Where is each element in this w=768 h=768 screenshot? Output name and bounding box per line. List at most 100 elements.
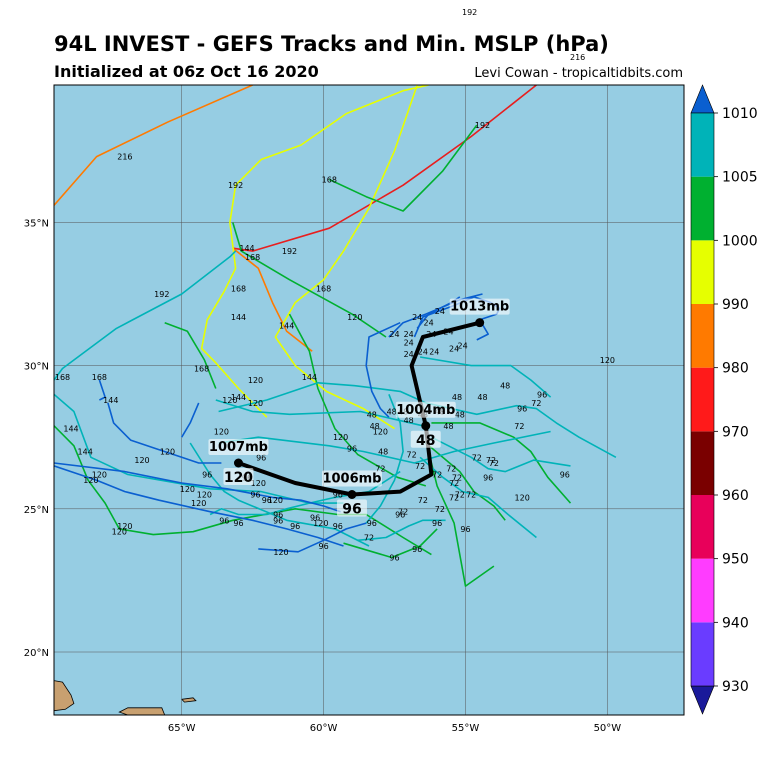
member-track — [365, 365, 390, 418]
lon-tick-label: 50°W — [594, 723, 622, 734]
lat-tick-label: 30°N — [24, 362, 49, 373]
forecast-hour-label: 72 — [449, 493, 459, 502]
forecast-hour-label: 96 — [347, 445, 357, 454]
colorbar-tick-label: 940 — [722, 615, 749, 631]
pressure-label: 1007mb — [209, 440, 268, 455]
member-track — [427, 451, 495, 587]
forecast-hour-label: 48 — [387, 408, 397, 417]
forecast-hour-label: 120 — [251, 479, 266, 488]
colorbar-segment — [691, 495, 714, 559]
forecast-hour-label: 48 — [404, 416, 414, 425]
forecast-hour-label: 120 — [273, 548, 288, 557]
colorbar-tick-label: 960 — [722, 488, 749, 504]
forecast-hour-label: 96 — [262, 496, 272, 505]
forecast-hour-label: 48 — [452, 393, 462, 402]
forecast-hour-label: 96 — [333, 491, 343, 500]
forecast-hour-label: 120 — [117, 522, 132, 531]
forecast-hour-label: 120 — [373, 428, 388, 437]
forecast-hour-label: 216 — [117, 153, 132, 162]
colorbar-tick-label: 1005 — [722, 170, 758, 186]
mean-track-point — [475, 318, 485, 328]
ocean-background — [54, 85, 684, 715]
forecast-hour-label: 96 — [273, 511, 283, 520]
forecast-hour-label: 96 — [432, 519, 442, 528]
credit-text: Levi Cowan - tropicaltidbits.com — [474, 66, 683, 81]
forecast-hour-label: 48 — [477, 393, 487, 402]
pressure-label: 1006mb — [322, 472, 381, 487]
colorbar-tick-label: 970 — [722, 424, 749, 440]
gridlines — [54, 85, 684, 715]
forecast-hour-label: 144 — [302, 373, 317, 382]
land-layer — [54, 680, 197, 715]
forecast-hour-label: 168 — [55, 373, 70, 382]
forecast-hour-label: 72 — [455, 491, 465, 500]
forecast-hour-label: 72 — [452, 473, 462, 482]
member-track — [425, 442, 506, 521]
member-track — [365, 321, 401, 366]
map-subtitle: Initialized at 06z Oct 16 2020 — [54, 62, 319, 81]
forecast-hour-label: 120 — [248, 376, 263, 385]
forecast-hour-label: 96 — [367, 519, 377, 528]
member-track — [218, 381, 427, 413]
forecast-hour-label: 120 — [248, 399, 263, 408]
member-track — [357, 519, 446, 542]
forecast-hour-label: 96 — [395, 511, 405, 520]
forecast-hour-label: 96 — [202, 471, 212, 480]
mean-hour-label: 120 — [224, 470, 253, 486]
forecast-hour-label: 120 — [313, 519, 328, 528]
forecast-hour-label: 72 — [418, 496, 428, 505]
forecast-hour-label: 72 — [472, 453, 482, 462]
member-track — [232, 247, 313, 352]
forecast-hour-label: 168 — [231, 284, 246, 293]
forecast-hour-label: 192 — [228, 181, 243, 190]
mean-hour-label: 96 — [342, 502, 361, 518]
forecast-hour-label: 72 — [531, 399, 541, 408]
member-track — [365, 394, 404, 524]
forecast-hour-label: 48 — [378, 448, 388, 457]
mean-track-point — [233, 458, 243, 468]
lat-tick-label: 20°N — [24, 648, 49, 659]
hour-label-box — [410, 430, 441, 448]
member-track — [232, 85, 537, 252]
member-track — [98, 379, 106, 401]
forecast-hour-label: 144 — [103, 396, 118, 405]
forecast-hour-label: 96 — [250, 491, 260, 500]
forecast-hour-label: 24 — [389, 330, 399, 339]
member-track — [328, 124, 478, 212]
colorbar-tick-label: 950 — [722, 552, 749, 568]
member-track — [419, 456, 537, 539]
forecast-hour-label: 72 — [489, 459, 499, 468]
forecast-hour-label: 120 — [180, 485, 195, 494]
colorbar-segment — [691, 240, 714, 304]
forecast-hour-label: 120 — [333, 433, 348, 442]
mean-track-line — [237, 320, 481, 497]
forecast-hour-label: 96 — [319, 542, 329, 551]
member-track — [274, 85, 418, 430]
land-puerto-rico — [118, 707, 166, 715]
forecast-hour-label: 192 — [475, 121, 490, 130]
map-title: 94L INVEST - GEFS Tracks and Min. MSLP (… — [54, 32, 609, 56]
land-virgin-islands — [180, 697, 197, 703]
forecast-hour-label: 72 — [398, 508, 408, 517]
member-track — [54, 393, 344, 504]
forecast-hour-label: 96 — [219, 516, 229, 525]
member-track — [107, 402, 222, 464]
stray-hour-label: 192 — [462, 8, 478, 17]
lon-tick-label: 65°W — [168, 723, 196, 734]
forecast-hour-label: 168 — [245, 253, 260, 262]
mean-hour-label: 48 — [416, 433, 435, 449]
forecast-hour-label: 144 — [78, 448, 93, 457]
forecast-hour-label: 144 — [279, 322, 294, 331]
forecast-hour-label: 144 — [239, 244, 254, 253]
forecast-hour-label: 24 — [404, 350, 414, 359]
forecast-hour-label: 24 — [418, 347, 428, 356]
forecast-hour-label: 96 — [412, 545, 422, 554]
lat-tick-label: 25°N — [24, 505, 49, 516]
colorbar-high-extension — [690, 84, 715, 114]
colorbar-segment — [691, 176, 714, 241]
forecast-hour-label: 120 — [83, 476, 98, 485]
forecast-hour-label: 24 — [429, 347, 439, 356]
lon-tick-label: 60°W — [310, 723, 338, 734]
